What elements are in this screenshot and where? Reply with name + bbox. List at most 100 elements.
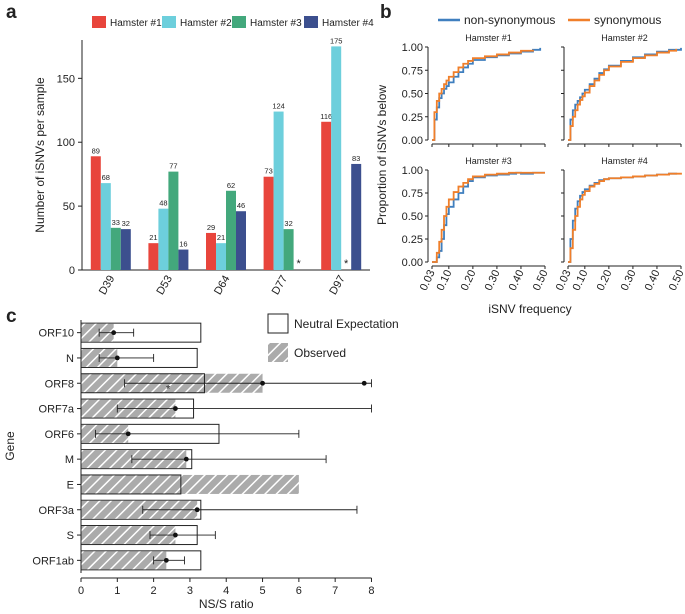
c-significance-star: * — [166, 383, 171, 395]
b-cdf-line-synonymous — [432, 49, 534, 141]
panel-a-letter: a — [6, 2, 17, 23]
c-observed-point — [173, 406, 178, 411]
b-x-tick-label: 0.30 — [619, 268, 639, 292]
a-bar — [331, 46, 342, 271]
a-y-tick-label: 150 — [57, 73, 75, 85]
a-missing-sample-star: * — [344, 258, 349, 270]
b-x-tick-label: 0.20 — [459, 268, 479, 292]
b-subplot-title: Hamster #4 — [601, 156, 648, 166]
b-x-tick-label: 0.03 — [418, 268, 438, 292]
a-bar-value-label: 116 — [320, 112, 332, 121]
a-bar — [110, 227, 121, 270]
c-x-tick-label: 4 — [223, 585, 229, 597]
c-observed-bar — [81, 474, 299, 494]
c-observed-point — [183, 456, 189, 462]
a-y-tick-label: 50 — [63, 201, 75, 213]
c-x-tick-label: 1 — [114, 585, 120, 597]
c-observed-bar — [81, 323, 114, 342]
a-bar — [273, 111, 284, 270]
c-legend-observed-label: Observed — [294, 346, 346, 360]
c-neutral-expectation-bar — [80, 474, 182, 495]
c-observed-point — [125, 431, 131, 437]
a-x-tick-label: D97 — [327, 274, 347, 297]
a-bar-value-label: 62 — [227, 181, 235, 190]
c-x-axis-title: NS/S ratio — [199, 597, 254, 611]
a-y-axis-title: Number of iSNVs per sample — [33, 77, 47, 233]
a-bar — [120, 229, 131, 270]
c-x-tick-label: 8 — [368, 585, 374, 597]
a-bar — [178, 249, 189, 270]
c-observed-point — [114, 355, 120, 361]
c-x-tick-label: 3 — [187, 585, 193, 597]
panel-c-letter: c — [6, 306, 17, 327]
b-legend-label: synonymous — [594, 13, 661, 27]
a-bar — [351, 163, 362, 270]
a-bar — [236, 211, 246, 270]
a-legend-label: Hamster #1 — [110, 18, 162, 29]
b-x-tick-label: 0.30 — [483, 268, 503, 292]
c-observed-point — [260, 380, 265, 386]
c-observed-point — [194, 507, 200, 513]
c-observed-bar — [81, 500, 198, 519]
a-bar-value-label: 29 — [207, 223, 215, 232]
a-legend-label: Hamster #3 — [250, 18, 302, 29]
c-y-tick-label: ORF8 — [45, 378, 74, 390]
c-x-tick-label: 5 — [259, 585, 265, 597]
c-y-tick-label: ORF10 — [39, 328, 74, 340]
b-cdf-line-non-synonymous — [432, 47, 542, 141]
b-x-tick-label: 0.20 — [595, 268, 615, 292]
a-y-tick-label: 100 — [57, 137, 75, 149]
c-y-tick-label: ORF1ab — [32, 555, 74, 567]
a-bar-value-label: 32 — [284, 219, 292, 228]
a-bar — [90, 156, 101, 270]
c-y-tick-label: ORF6 — [45, 429, 74, 441]
a-bar-value-label: 21 — [217, 233, 225, 242]
a-bar — [226, 190, 236, 270]
a-x-tick-label: D39 — [97, 274, 117, 297]
a-bar-value-label: 33 — [112, 218, 120, 227]
a-bar-value-label: 83 — [352, 154, 360, 163]
panel-c-ratio-chart: 0 1 2 3 4 5 6 7 8 NS/S ratio Gene ORF10 N ORF8 ORF7a OR… — [3, 313, 399, 611]
a-bar — [100, 183, 111, 270]
a-bar-value-label: 89 — [92, 146, 100, 155]
b-subplot-title: Hamster #3 — [465, 156, 512, 166]
a-bar-value-label: 16 — [179, 240, 187, 249]
a-legend-label: Hamster #2 — [180, 18, 232, 29]
c-y-tick-label: N — [66, 353, 74, 365]
b-cdf-line-non-synonymous — [568, 172, 678, 263]
b-y-tick-label: 0.75 — [402, 65, 423, 77]
b-cdf-line-synonymous — [568, 48, 678, 141]
b-cdf-line-synonymous — [432, 171, 545, 263]
b-x-tick-label: 0.40 — [643, 268, 663, 292]
b-x-tick-label: 0.40 — [507, 268, 527, 292]
c-y-axis-title: Gene — [3, 431, 17, 461]
b-x-tick-label: 0.50 — [667, 268, 685, 292]
c-y-tick-label: M — [65, 454, 74, 466]
b-x-axis-title: iSNV frequency — [488, 302, 571, 316]
a-bar — [216, 243, 226, 270]
c-observed-point — [111, 330, 117, 336]
b-subplot-title: Hamster #2 — [601, 33, 648, 43]
a-x-tick-label: D77 — [270, 274, 290, 297]
a-bar — [321, 121, 332, 271]
b-y-tick-label: 0.00 — [402, 135, 423, 147]
b-y-tick-label: 1.00 — [402, 165, 423, 177]
c-legend-neutral-swatch — [267, 313, 289, 334]
b-y-tick-label: 0.75 — [402, 188, 423, 200]
a-bar-value-label: 21 — [149, 233, 157, 242]
c-observed-point — [163, 557, 169, 563]
b-legend-label: non-synonymous — [464, 13, 555, 27]
b-y-tick-label: 0.00 — [402, 257, 423, 269]
a-bar — [158, 208, 169, 270]
a-legend-swatch — [304, 16, 318, 28]
a-bar — [148, 243, 159, 270]
a-bar — [283, 229, 294, 270]
a-bar — [206, 232, 216, 270]
c-y-tick-label: E — [67, 479, 74, 491]
c-extra-point — [361, 380, 367, 386]
a-legend-swatch — [232, 16, 246, 28]
a-bar-value-label: 124 — [272, 102, 285, 111]
b-y-tick-label: 0.50 — [402, 211, 423, 223]
b-x-tick-label: 0.10 — [435, 268, 455, 292]
